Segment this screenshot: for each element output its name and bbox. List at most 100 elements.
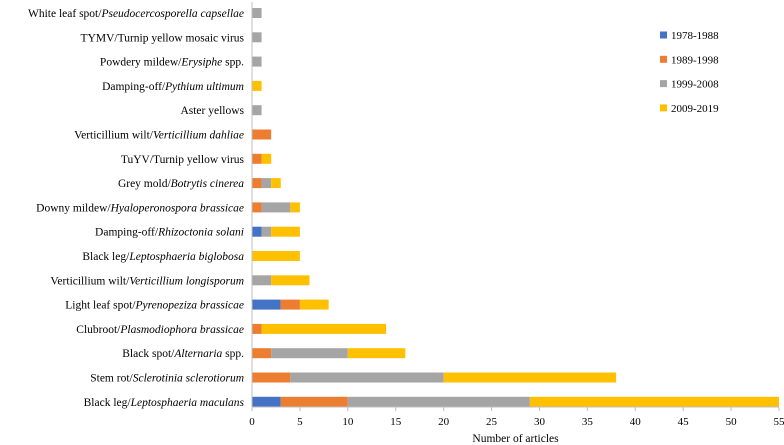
category-label-plain: Aster yellows: [180, 105, 244, 117]
category-label-plain: Black spot/: [122, 348, 175, 360]
bar-segment-1989-1998-row-15: [252, 372, 291, 383]
category-label-plain: Damping-off/: [102, 81, 166, 93]
category-label: Black leg/Leptosphaeria biglobosa: [82, 251, 244, 263]
x-tick-label: 50: [726, 416, 738, 428]
category-label-suffix: spp.: [222, 348, 244, 360]
category-label-plain: Black leg/: [82, 251, 130, 263]
x-tick-label: 20: [438, 416, 450, 428]
category-label-plain: Light leaf spot/: [65, 300, 136, 312]
category-label-suffix: spp.: [222, 57, 244, 69]
bar-segment-1999-2008-row-9: [261, 226, 272, 237]
category-label-species: Pseudocercosporella capsellae: [100, 8, 244, 20]
legend-swatch-1989-1998: [660, 55, 667, 63]
bar-segment-1999-2008-row-16: [347, 396, 530, 407]
category-label-species: Plasmodiophora brassicae: [119, 324, 244, 336]
category-label: Damping-off/Rhizoctonia solani: [95, 227, 244, 239]
category-label-species: Verticillium longisporum: [129, 275, 244, 287]
legend-swatch-1999-2008: [660, 80, 667, 88]
x-tick-label: 30: [534, 416, 546, 428]
bar-segment-1989-1998-row-6: [252, 153, 262, 164]
bar-segment-1999-2008-row-2: [252, 56, 262, 67]
bar-segment-1999-2008-row-11: [252, 275, 272, 286]
x-tick-label: 0: [249, 416, 255, 428]
category-label: Grey mold/Botrytis cinerea: [118, 178, 244, 190]
bar-segment-2009-2019-row-13: [261, 323, 387, 334]
bars-group: [252, 8, 779, 407]
category-label: TuYV/Turnip yellow virus: [121, 154, 245, 166]
x-tick-label: 5: [297, 416, 303, 428]
bar-segment-2009-2019-row-14: [347, 348, 406, 359]
category-label-species: Sclerotinia sclerotiorum: [133, 373, 244, 385]
category-label-species: Verticillium dahliae: [153, 130, 244, 142]
x-tick-label: 25: [486, 416, 498, 428]
bar-segment-2009-2019-row-15: [443, 372, 617, 383]
bar-segment-1978-1988-row-12: [252, 299, 281, 310]
bar-segment-2009-2019-row-3: [252, 80, 262, 91]
category-labels: White leaf spot/Pseudocercosporella caps…: [28, 8, 245, 409]
legend: 1978-1988 1989-1998 1999-2008 2009-2019: [660, 30, 719, 115]
category-label-plain: Stem rot/: [90, 373, 133, 385]
bar-segment-1989-1998-row-14: [252, 348, 272, 359]
x-tick-label: 35: [582, 416, 594, 428]
category-label: Verticillium wilt/Verticillium longispor…: [50, 275, 244, 287]
category-label-plain: TuYV/Turnip yellow virus: [121, 154, 245, 166]
category-label-plain: Grey mold/: [118, 178, 172, 190]
category-label-plain: Clubroot/: [76, 324, 121, 336]
bar-segment-1999-2008-row-15: [290, 372, 444, 383]
x-tick-label: 40: [630, 416, 642, 428]
bar-segment-2009-2019-row-16: [529, 396, 779, 407]
legend-label: 2009-2019: [671, 103, 719, 115]
category-label-plain: Powdery mildew/: [100, 57, 182, 69]
category-label: Powdery mildew/Erysiphe spp.: [100, 57, 244, 69]
x-tick-label: 45: [678, 416, 690, 428]
bar-segment-2009-2019-row-11: [271, 275, 310, 286]
legend-label: 1989-1998: [671, 54, 719, 66]
bar-segment-1989-1998-row-16: [280, 396, 348, 407]
category-label: White leaf spot/Pseudocercosporella caps…: [28, 8, 244, 20]
category-label-plain: TYMV/Turnip yellow mosaic virus: [81, 32, 245, 44]
category-label-plain: Black leg/: [84, 397, 132, 409]
bar-segment-1999-2008-row-8: [261, 202, 291, 213]
bar-segment-2009-2019-row-12: [299, 299, 329, 310]
category-label-species: Leptosphaeria biglobosa: [128, 251, 244, 263]
legend-label: 1978-1988: [671, 30, 719, 42]
bar-segment-1989-1998-row-13: [252, 323, 262, 334]
bar-segment-1989-1998-row-12: [280, 299, 300, 310]
category-label: Verticillium wilt/Verticillium dahliae: [74, 130, 244, 142]
bar-segment-1989-1998-row-8: [252, 202, 262, 213]
category-label-species: Alternaria: [173, 348, 222, 360]
bar-segment-2009-2019-row-8: [290, 202, 300, 213]
x-axis-title: Number of articles: [472, 433, 559, 445]
category-label-species: Rhizoctonia solani: [157, 227, 244, 239]
category-label: Downy mildew/Hyaloperonospora brassicae: [36, 202, 244, 214]
bar-segment-1978-1988-row-9: [252, 226, 262, 237]
category-label: Aster yellows: [180, 105, 244, 117]
legend-label: 1999-2008: [671, 79, 719, 91]
x-tick-label: 10: [342, 416, 354, 428]
bar-segment-1999-2008-row-1: [252, 32, 262, 43]
category-label-species: Erysiphe: [180, 57, 222, 69]
legend-swatch-1978-1988: [660, 31, 667, 39]
category-label: TYMV/Turnip yellow mosaic virus: [81, 32, 245, 44]
bar-segment-1999-2008-row-4: [252, 105, 262, 116]
bar-segment-1989-1998-row-5: [252, 129, 272, 140]
bar-segment-2009-2019-row-9: [271, 226, 300, 237]
category-label: Damping-off/Pythium ultimum: [102, 81, 244, 93]
bar-segment-1999-2008-row-0: [252, 8, 262, 18]
bar-segment-2009-2019-row-6: [261, 153, 272, 164]
category-label-plain: Downy mildew/: [36, 202, 111, 214]
category-label-species: Botrytis cinerea: [171, 178, 245, 190]
category-label-species: Pyrenopeziza brassicae: [135, 300, 245, 312]
x-tick-label: 15: [390, 416, 402, 428]
bar-segment-1999-2008-row-14: [271, 348, 348, 359]
category-label: Black spot/Alternaria spp.: [122, 348, 244, 360]
bar-segment-2009-2019-row-7: [271, 178, 281, 189]
bar-segment-1989-1998-row-7: [252, 178, 262, 189]
x-axis: 0 5 10 15 20 25 30 35 40 45 50 55: [249, 2, 784, 428]
category-label: Light leaf spot/Pyrenopeziza brassicae: [65, 300, 244, 312]
bar-segment-2009-2019-row-10: [252, 251, 300, 261]
category-label-plain: Damping-off/: [95, 227, 159, 239]
bar-segment-1999-2008-row-7: [261, 178, 272, 189]
category-label: Stem rot/Sclerotinia sclerotiorum: [90, 373, 244, 385]
